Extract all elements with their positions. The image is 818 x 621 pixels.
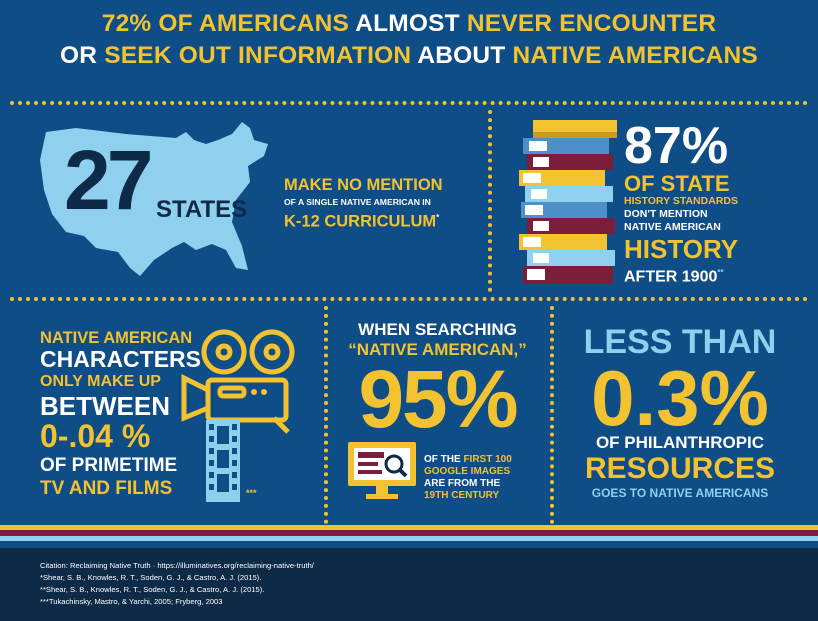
history-line-4: NATIVE AMERICAN <box>624 221 721 233</box>
headline-part: NATIVE AMERICANS <box>512 42 758 69</box>
history-percent: 87% <box>624 117 729 175</box>
footnote-mark: * <box>436 213 440 222</box>
google-caption-1: OF THE FIRST 100 <box>424 454 512 466</box>
history-line-1: OF STATE <box>624 171 730 196</box>
book-stack-icon <box>519 120 617 284</box>
google-line-2: “NATIVE AMERICAN,” <box>348 340 527 359</box>
citation-line-2: *Shear, S. B., Knowles, R. T., Soden, G.… <box>40 573 262 582</box>
film-strip-icon <box>206 420 240 502</box>
film-camera-icon <box>181 329 295 434</box>
headline: 72% OF AMERICANS ALMOST NEVER ENCOUNTER … <box>0 8 818 72</box>
history-line-6: AFTER 1900** <box>624 263 724 287</box>
philanthropy-line-4: GOES TO NATIVE AMERICANS <box>591 486 769 500</box>
headline-part: NEVER ENCOUNTER <box>466 10 717 37</box>
headline-line-1: 72% OF AMERICANS ALMOST NEVER ENCOUNTER <box>0 8 818 40</box>
tv-line-7: TV AND FILMS <box>40 478 173 499</box>
monitor-search-icon <box>348 442 416 499</box>
history-line-5: HISTORY <box>624 234 739 264</box>
states-line-3: K-12 CURRICULUM* <box>284 208 439 232</box>
history-after-text: AFTER 1900 <box>624 268 718 286</box>
stripe-blue <box>0 541 818 548</box>
tv-line-1: NATIVE AMERICAN <box>40 329 193 347</box>
states-unit: STATES <box>156 196 248 223</box>
philanthropy-line-1: LESS THAN <box>583 323 777 361</box>
google-caption-1a: OF THE <box>424 454 464 465</box>
tv-line-2: CHARACTERS <box>40 346 201 372</box>
google-caption-2: GOOGLE IMAGES <box>424 466 511 477</box>
divider-middle <box>10 297 808 301</box>
states-number: 27 <box>64 133 153 227</box>
states-line-1: MAKE NO MENTION <box>284 176 443 194</box>
tv-line-4: BETWEEN <box>40 391 170 421</box>
philanthropy-line-3: RESOURCES <box>584 452 776 485</box>
divider-vertical-3 <box>550 306 554 524</box>
tv-line-5: 0-.04 % <box>40 418 151 454</box>
states-curriculum-text: K-12 CURRICULUM <box>284 212 437 231</box>
tv-footnote: *** <box>246 488 257 498</box>
usa-map-icon <box>40 122 268 276</box>
history-line-2: HISTORY STANDARDS <box>624 195 738 207</box>
philanthropy-line-2: OF PHILANTHROPIC <box>595 433 765 452</box>
headline-part: SEEK OUT INFORMATION <box>104 42 418 69</box>
headline-part: 72% OF AMERICANS <box>101 10 356 37</box>
headline-part: OR <box>60 42 105 69</box>
stripe-maroon <box>0 530 818 536</box>
divider-top <box>10 101 808 105</box>
google-caption-3: ARE FROM THE <box>424 478 501 489</box>
google-caption-1b: FIRST 100 <box>463 454 512 465</box>
headline-part: ABOUT <box>417 42 513 69</box>
footnote-mark: ** <box>717 268 724 277</box>
history-line-3: DON'T MENTION <box>624 208 708 220</box>
stripe-light-blue <box>0 536 818 541</box>
divider-vertical-2 <box>324 306 328 524</box>
citation-line-3: **Shear, S. B., Knowles, R. T., Soden, G… <box>40 585 265 594</box>
citation-line-1: Citation: Reclaiming Native Truth · http… <box>40 561 314 570</box>
headline-part: ALMOST <box>355 10 467 37</box>
divider-vertical-1 <box>488 110 492 292</box>
google-line-1: WHEN SEARCHING <box>358 320 517 339</box>
google-percent: 95% <box>358 354 518 445</box>
headline-line-2: OR SEEK OUT INFORMATION ABOUT NATIVE AME… <box>0 40 818 72</box>
citation-footer: Citation: Reclaiming Native Truth · http… <box>0 548 818 621</box>
tv-line-3: ONLY MAKE UP <box>40 373 161 390</box>
google-caption-4: 19TH CENTURY <box>424 490 500 501</box>
tv-line-6: OF PRIMETIME <box>40 455 178 476</box>
stripe-yellow <box>0 525 818 530</box>
philanthropy-percent: 0.3% <box>591 354 769 442</box>
states-line-2: OF A SINGLE NATIVE AMERICAN IN <box>284 197 431 207</box>
citation-line-4: ***Tukachinsky, Mastro, & Yarchi, 2005; … <box>40 597 223 606</box>
